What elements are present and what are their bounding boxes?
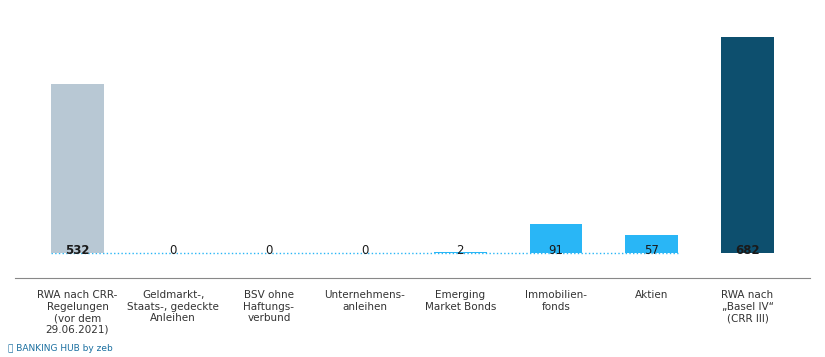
- Bar: [625, 235, 678, 253]
- Text: 0: 0: [361, 244, 368, 257]
- Text: 0: 0: [169, 244, 177, 257]
- Bar: [51, 84, 104, 253]
- Bar: [434, 252, 487, 253]
- Text: 2: 2: [456, 244, 464, 257]
- Text: ⑂ BANKING HUB by zeb: ⑂ BANKING HUB by zeb: [8, 345, 113, 353]
- Text: 57: 57: [644, 244, 659, 257]
- Bar: [530, 224, 582, 253]
- Text: 0: 0: [265, 244, 272, 257]
- Bar: [721, 36, 774, 253]
- Text: 682: 682: [735, 244, 760, 257]
- Text: 532: 532: [65, 244, 90, 257]
- Text: 91: 91: [549, 244, 563, 257]
